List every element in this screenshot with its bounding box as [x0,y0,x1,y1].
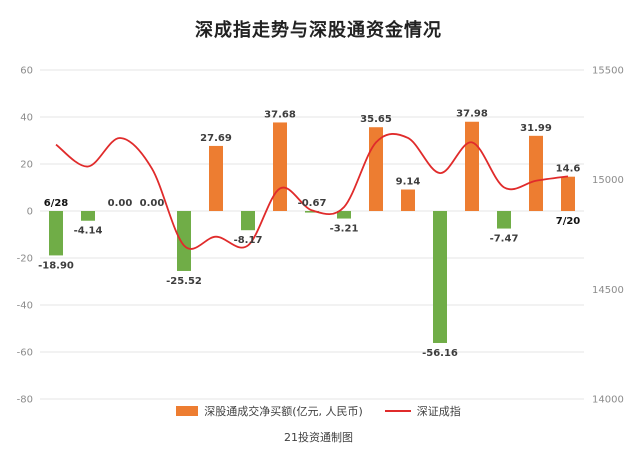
line-swatch-icon [384,410,411,412]
left-axis-tick: 20 [20,160,33,171]
legend-item-bar: 深股通成交净买额(亿元, 人民币) [176,403,363,419]
right-axis-tick: 14500 [592,285,624,296]
left-axis-tick: 0 [27,207,33,218]
bar [209,145,223,211]
bar-value-label: 35.65 [360,114,392,125]
bar-value-label: 31.99 [520,123,552,134]
bar [465,121,479,211]
bar [305,211,319,213]
left-axis-tick: -20 [17,254,33,265]
bar-value-label: -8.17 [234,235,263,246]
index-line [55,133,569,250]
bar-value-label: -18.90 [38,260,74,271]
bar-value-label: -4.14 [74,226,103,237]
bar-value-label: 0.00 [108,198,133,209]
left-axis-tick: 60 [20,66,33,77]
bar-value-label: -3.21 [330,224,359,235]
left-axis-tick: -40 [17,301,33,312]
legend-line-label: 深证成指 [416,405,461,418]
bar [273,122,287,211]
bar [369,127,383,211]
bar [529,135,543,211]
right-axis-tick: 15500 [592,66,624,77]
bar [561,176,575,211]
right-axis-tick: 14000 [592,395,624,406]
bar [497,211,511,229]
footer-credit: 21投资通制图 [284,431,353,444]
bar-swatch-icon [176,406,199,416]
bar [241,211,255,231]
bar-value-label: 37.98 [456,109,488,120]
legend: 深股通成交净买额(亿元, 人民币) 深证成指 [0,403,637,419]
left-axis-tick: -60 [17,348,33,359]
bar-value-label: 0.00 [140,198,165,209]
bar-value-label: 14.6 [556,164,581,175]
legend-item-line: 深证成指 [384,403,461,419]
bar [337,211,351,219]
bar [401,189,415,211]
legend-bar-label: 深股通成交净买额(亿元, 人民币) [204,405,363,418]
left-axis-tick: -80 [17,395,33,406]
chart-title: 深成指走势与深股通资金情况 [195,20,442,41]
bar-value-label: -25.52 [166,276,202,287]
bar-value-label: 9.14 [396,177,421,188]
bar-value-label: -56.16 [422,348,458,359]
bar [177,211,191,271]
x-axis-last-date-label: 7/20 [556,216,581,227]
bar-value-label: -0.67 [298,198,327,209]
bar [433,211,447,343]
bar [49,211,63,256]
bar [81,211,95,221]
bar-value-label: 27.69 [200,133,232,144]
bar-value-label: -7.47 [490,234,519,245]
right-axis-tick: 15000 [592,175,624,186]
x-axis-first-date-label: 6/28 [44,198,69,209]
left-axis-tick: 40 [20,113,33,124]
bar-value-label: 37.68 [264,109,296,120]
